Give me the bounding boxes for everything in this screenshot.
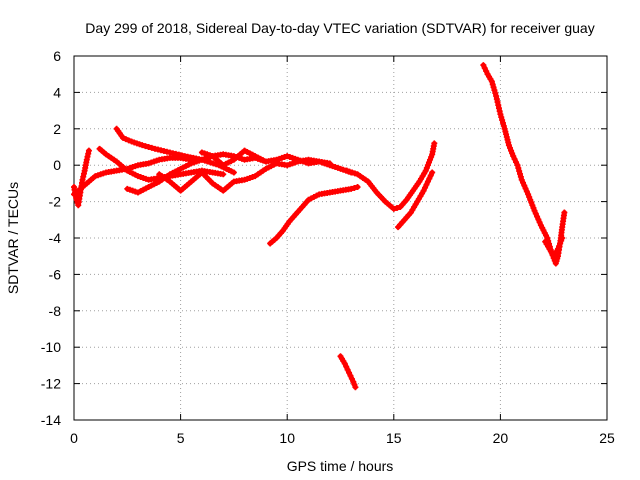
data-point bbox=[561, 209, 568, 216]
data-point bbox=[393, 204, 400, 211]
data-point bbox=[500, 122, 507, 129]
y-tick-label: -2 bbox=[49, 194, 62, 210]
x-tick-label: 10 bbox=[279, 430, 295, 446]
data-point bbox=[426, 175, 433, 182]
data-point bbox=[423, 181, 430, 188]
data-point bbox=[483, 68, 490, 75]
data-point bbox=[351, 184, 358, 191]
data-point bbox=[326, 160, 333, 167]
data-point bbox=[513, 159, 520, 166]
data-point bbox=[490, 84, 497, 91]
y-tick-label: 0 bbox=[53, 157, 61, 173]
data-point bbox=[145, 144, 152, 150]
data-point bbox=[348, 185, 355, 192]
data-point bbox=[488, 78, 495, 85]
data-point bbox=[431, 140, 438, 147]
data-point bbox=[489, 81, 496, 88]
data-point bbox=[343, 363, 350, 370]
data-point bbox=[346, 369, 353, 376]
y-tick-label: -6 bbox=[49, 266, 62, 282]
y-tick-label: 6 bbox=[53, 48, 61, 64]
data-point bbox=[420, 187, 427, 194]
data-point bbox=[142, 143, 149, 150]
data-point bbox=[422, 184, 429, 191]
x-axis-label: GPS time / hours bbox=[287, 458, 394, 474]
data-point bbox=[497, 111, 504, 118]
x-tick-label: 15 bbox=[386, 430, 402, 446]
y-tick-label: -8 bbox=[49, 303, 62, 319]
data-point bbox=[352, 384, 359, 391]
data-point bbox=[148, 144, 155, 151]
y-tick-label: -4 bbox=[49, 230, 62, 246]
x-tick-labels: 0 5 10 15 20 25 bbox=[70, 430, 615, 446]
y-axis-label: SDTVAR / TECUs bbox=[5, 182, 21, 294]
data-point bbox=[499, 117, 506, 124]
y-tick-label: -12 bbox=[41, 376, 61, 392]
y-tick-label: -10 bbox=[41, 339, 61, 355]
data-point bbox=[348, 375, 355, 382]
data-point bbox=[390, 205, 397, 212]
y-tick-label: -14 bbox=[41, 412, 61, 428]
data-point bbox=[517, 173, 524, 180]
axis-ticks bbox=[73, 55, 608, 421]
data-point bbox=[347, 372, 354, 379]
data-point bbox=[544, 235, 551, 241]
data-point bbox=[491, 87, 498, 94]
data-points bbox=[71, 62, 568, 391]
data-point bbox=[139, 142, 146, 149]
x-tick-label: 5 bbox=[177, 430, 185, 446]
y-tick-labels: 6 4 2 0 -2 -4 -6 -8 -10 -12 -14 bbox=[41, 48, 61, 428]
x-tick-label: 0 bbox=[70, 430, 78, 446]
data-point bbox=[481, 65, 488, 72]
chart-title: Day 299 of 2018, Sidereal Day-to-day VTE… bbox=[85, 20, 594, 36]
data-point bbox=[207, 159, 214, 166]
data-point bbox=[498, 114, 505, 121]
x-tick-label: 20 bbox=[493, 430, 509, 446]
y-tick-label: 2 bbox=[53, 121, 61, 137]
data-point bbox=[492, 90, 499, 97]
data-point bbox=[427, 172, 434, 179]
data-point bbox=[515, 165, 522, 172]
data-point bbox=[517, 170, 524, 177]
data-point bbox=[480, 62, 487, 69]
data-point bbox=[344, 366, 351, 373]
data-point bbox=[516, 168, 523, 175]
data-point bbox=[499, 119, 506, 126]
data-point bbox=[514, 162, 521, 169]
data-point bbox=[85, 147, 92, 154]
data-point bbox=[354, 184, 361, 191]
data-point bbox=[429, 169, 436, 176]
x-tick-label: 25 bbox=[599, 430, 615, 446]
data-point bbox=[559, 235, 566, 241]
data-point bbox=[210, 160, 217, 167]
data-point bbox=[220, 171, 227, 178]
data-point bbox=[230, 169, 237, 176]
data-point bbox=[511, 156, 518, 163]
y-tick-label: 4 bbox=[53, 84, 61, 100]
data-point bbox=[341, 360, 348, 367]
data-point bbox=[424, 178, 431, 185]
data-point bbox=[510, 153, 517, 160]
